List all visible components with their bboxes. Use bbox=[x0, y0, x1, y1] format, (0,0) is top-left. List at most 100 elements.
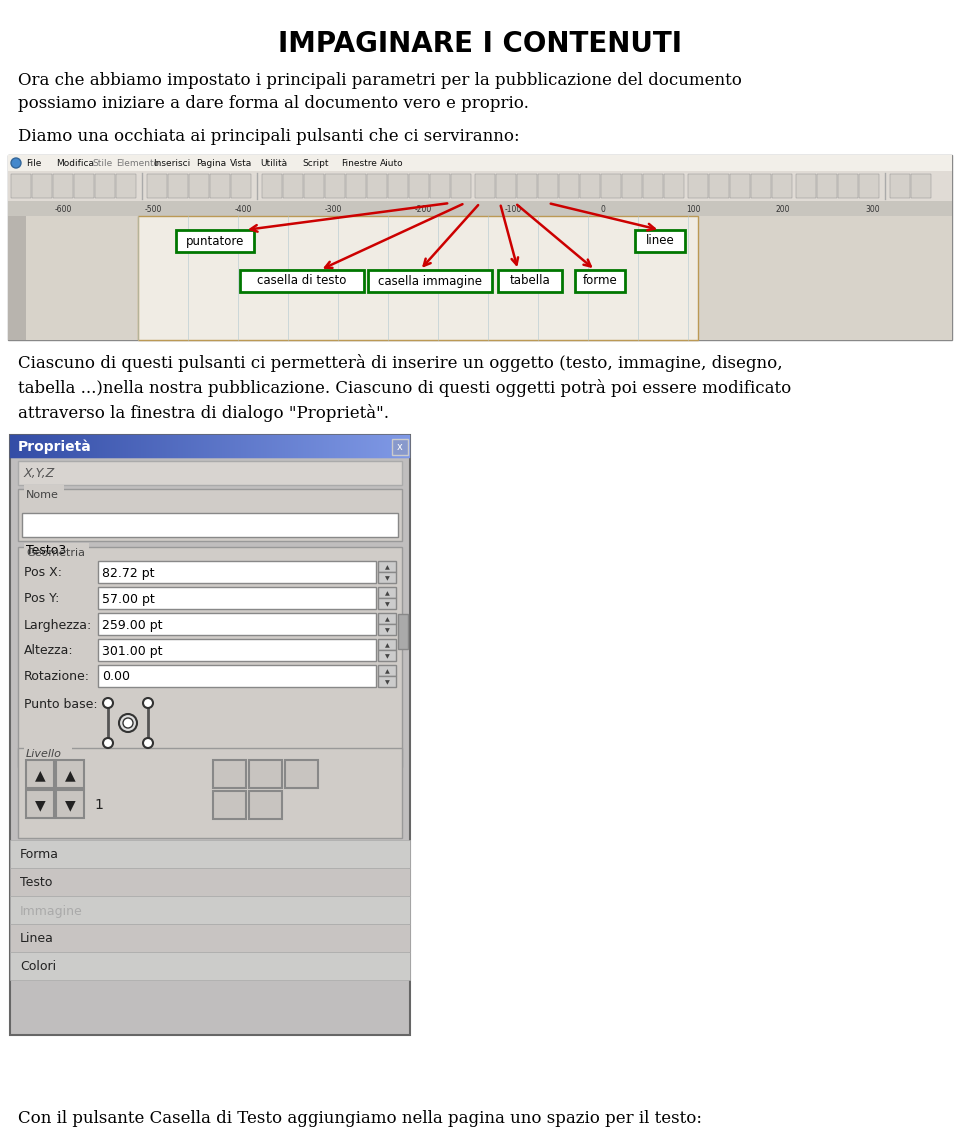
Bar bbox=[24, 485, 64, 493]
Bar bbox=[378, 624, 396, 634]
Bar bbox=[8, 155, 952, 171]
Text: Diamo una occhiata ai principali pulsanti che ci serviranno:: Diamo una occhiata ai principali pulsant… bbox=[18, 128, 519, 145]
Text: 100: 100 bbox=[685, 205, 700, 215]
Text: ▲: ▲ bbox=[385, 565, 390, 570]
Text: ▲: ▲ bbox=[385, 591, 390, 596]
Text: 301.00 pt: 301.00 pt bbox=[102, 645, 162, 657]
Text: ▼: ▼ bbox=[385, 602, 390, 607]
Text: tabella: tabella bbox=[510, 275, 550, 287]
Bar bbox=[368, 270, 492, 292]
Text: puntatore: puntatore bbox=[186, 235, 244, 247]
Circle shape bbox=[123, 718, 133, 728]
Bar bbox=[643, 174, 663, 197]
Bar bbox=[378, 587, 396, 598]
Text: ▼: ▼ bbox=[64, 798, 75, 812]
Bar bbox=[8, 216, 952, 340]
Text: ▲: ▲ bbox=[385, 669, 390, 674]
Text: -600: -600 bbox=[55, 205, 72, 215]
Text: Utilità: Utilità bbox=[260, 160, 287, 168]
Bar bbox=[22, 513, 398, 537]
Bar bbox=[378, 613, 396, 624]
Bar bbox=[98, 587, 376, 609]
Circle shape bbox=[11, 158, 21, 168]
Bar bbox=[283, 174, 303, 197]
FancyArrowPatch shape bbox=[251, 203, 447, 232]
Text: Proprietà: Proprietà bbox=[18, 439, 92, 454]
Text: Inserisci: Inserisci bbox=[153, 160, 190, 168]
Bar bbox=[378, 650, 396, 661]
Bar bbox=[392, 439, 408, 455]
Bar bbox=[24, 745, 72, 753]
Text: Rotazione:: Rotazione: bbox=[24, 671, 90, 683]
Text: -400: -400 bbox=[234, 205, 252, 215]
Bar bbox=[8, 171, 952, 201]
Bar bbox=[10, 924, 410, 952]
Circle shape bbox=[103, 698, 113, 708]
Text: Stile: Stile bbox=[92, 160, 112, 168]
Text: ▲: ▲ bbox=[385, 644, 390, 648]
Bar bbox=[451, 174, 471, 197]
Text: -200: -200 bbox=[415, 205, 432, 215]
Bar bbox=[8, 155, 952, 340]
Bar bbox=[911, 174, 931, 197]
Text: Finestre: Finestre bbox=[341, 160, 377, 168]
Text: -500: -500 bbox=[144, 205, 161, 215]
Bar bbox=[890, 174, 910, 197]
Bar bbox=[249, 791, 282, 819]
FancyArrowPatch shape bbox=[517, 204, 590, 267]
Text: Punto base:: Punto base: bbox=[24, 698, 98, 712]
Text: ▲: ▲ bbox=[64, 768, 75, 782]
Bar bbox=[285, 760, 318, 788]
Bar bbox=[580, 174, 600, 197]
Bar bbox=[751, 174, 771, 197]
Text: Script: Script bbox=[302, 160, 328, 168]
Bar bbox=[688, 174, 708, 197]
Bar bbox=[709, 174, 729, 197]
FancyArrowPatch shape bbox=[325, 204, 463, 268]
Bar bbox=[796, 174, 816, 197]
Bar bbox=[210, 174, 230, 197]
Bar bbox=[147, 174, 167, 197]
Bar bbox=[18, 547, 402, 767]
Bar bbox=[730, 174, 750, 197]
Text: Larghezza:: Larghezza: bbox=[24, 619, 92, 631]
Text: Aiuto: Aiuto bbox=[380, 160, 403, 168]
Bar bbox=[26, 790, 54, 818]
Text: 200: 200 bbox=[776, 205, 790, 215]
Bar bbox=[240, 270, 365, 292]
Text: File: File bbox=[26, 160, 41, 168]
Text: Colori: Colori bbox=[20, 960, 56, 974]
Text: x: x bbox=[397, 442, 403, 452]
Circle shape bbox=[119, 714, 137, 732]
Bar bbox=[378, 572, 396, 583]
Bar bbox=[116, 174, 136, 197]
Text: Testo3: Testo3 bbox=[26, 544, 66, 556]
Text: -300: -300 bbox=[324, 205, 342, 215]
Text: Pagina: Pagina bbox=[196, 160, 227, 168]
Bar bbox=[262, 174, 282, 197]
Bar bbox=[249, 760, 282, 788]
Text: 259.00 pt: 259.00 pt bbox=[102, 619, 162, 631]
Bar bbox=[398, 614, 408, 649]
Text: 57.00 pt: 57.00 pt bbox=[102, 592, 155, 605]
Bar bbox=[367, 174, 387, 197]
Text: ▼: ▼ bbox=[385, 628, 390, 633]
Bar bbox=[325, 174, 345, 197]
Text: Forma: Forma bbox=[20, 849, 59, 861]
Bar bbox=[26, 760, 54, 788]
Bar bbox=[498, 270, 562, 292]
Bar bbox=[213, 760, 246, 788]
Bar bbox=[98, 639, 376, 661]
Bar bbox=[231, 174, 251, 197]
Text: ▼: ▼ bbox=[385, 575, 390, 581]
Bar bbox=[538, 174, 558, 197]
Bar bbox=[601, 174, 621, 197]
Text: casella immagine: casella immagine bbox=[378, 275, 482, 287]
Bar bbox=[859, 174, 879, 197]
Bar bbox=[378, 598, 396, 609]
Bar bbox=[10, 435, 410, 1035]
Text: Linea: Linea bbox=[20, 933, 54, 945]
Text: 1: 1 bbox=[94, 798, 103, 812]
Bar bbox=[388, 174, 408, 197]
Bar bbox=[53, 174, 73, 197]
